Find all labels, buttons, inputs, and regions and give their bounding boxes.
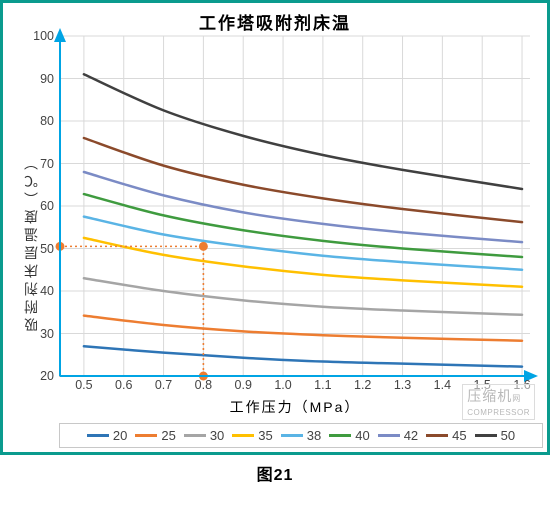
legend-item: 42 [378,428,418,443]
y-tick: 80 [40,114,54,128]
legend-swatch [378,434,400,437]
legend-label: 38 [307,428,321,443]
y-tick: 100 [33,29,54,43]
y-tick: 60 [40,199,54,213]
legend-swatch [329,434,351,437]
legend-swatch [184,434,206,437]
x-tick: 0.5 [75,378,92,392]
legend-item: 25 [135,428,175,443]
x-tick: 1.4 [434,378,451,392]
y-tick: 20 [40,369,54,383]
x-axis-label: 工作压力（MPa） [59,397,531,417]
chart-container: 工作塔吸附剂床温 吸附剂床层温度（℃） 2030405060708090100 … [0,0,550,455]
legend-swatch [135,434,157,437]
watermark-main: 压缩机 [467,388,512,404]
legend-item: 50 [475,428,515,443]
legend-label: 20 [113,428,127,443]
y-tick: 40 [40,284,54,298]
x-tick: 1.2 [354,378,371,392]
legend-label: 40 [355,428,369,443]
watermark-sub: 网 [512,394,520,403]
x-tick: 0.6 [115,378,132,392]
watermark: 压缩机网 COMPRESSOR [462,384,535,420]
figure-caption: 图21 [0,461,550,485]
legend-item: 35 [232,428,272,443]
y-tick: 50 [40,242,54,256]
legend-label: 30 [210,428,224,443]
legend-label: 25 [161,428,175,443]
x-tick: 1.3 [394,378,411,392]
legend-swatch [232,434,254,437]
x-tick: 0.9 [235,378,252,392]
legend-swatch [475,434,497,437]
legend-swatch [426,434,448,437]
series-svg [60,36,530,376]
legend-swatch [281,434,303,437]
grid-svg [60,36,530,376]
x-tick: 1.0 [274,378,291,392]
y-axis-label: 吸附剂床层温度（℃） [21,152,41,332]
watermark-sub2: COMPRESSOR [467,408,530,417]
marker-svg [60,36,530,376]
legend-label: 42 [404,428,418,443]
legend-label: 45 [452,428,466,443]
y-tick: 90 [40,72,54,86]
x-tick: 1.1 [314,378,331,392]
plot-wrap: 2030405060708090100 0.50.60.70.80.91.01.… [59,36,531,448]
x-tick: 0.7 [155,378,172,392]
chart-title: 工作塔吸附剂床温 [13,9,537,34]
legend: 20 25 30 35 38 40 42 45 50 [59,423,543,448]
legend-label: 35 [258,428,272,443]
legend-item: 40 [329,428,369,443]
legend-label: 50 [501,428,515,443]
legend-item: 38 [281,428,321,443]
legend-item: 20 [87,428,127,443]
legend-item: 30 [184,428,224,443]
legend-swatch [87,434,109,437]
x-tick: 0.8 [195,378,212,392]
plot-area: 2030405060708090100 0.50.60.70.80.91.01.… [59,36,530,377]
legend-item: 45 [426,428,466,443]
y-tick: 30 [40,327,54,341]
axis-arrows [60,36,530,376]
y-tick: 70 [40,157,54,171]
